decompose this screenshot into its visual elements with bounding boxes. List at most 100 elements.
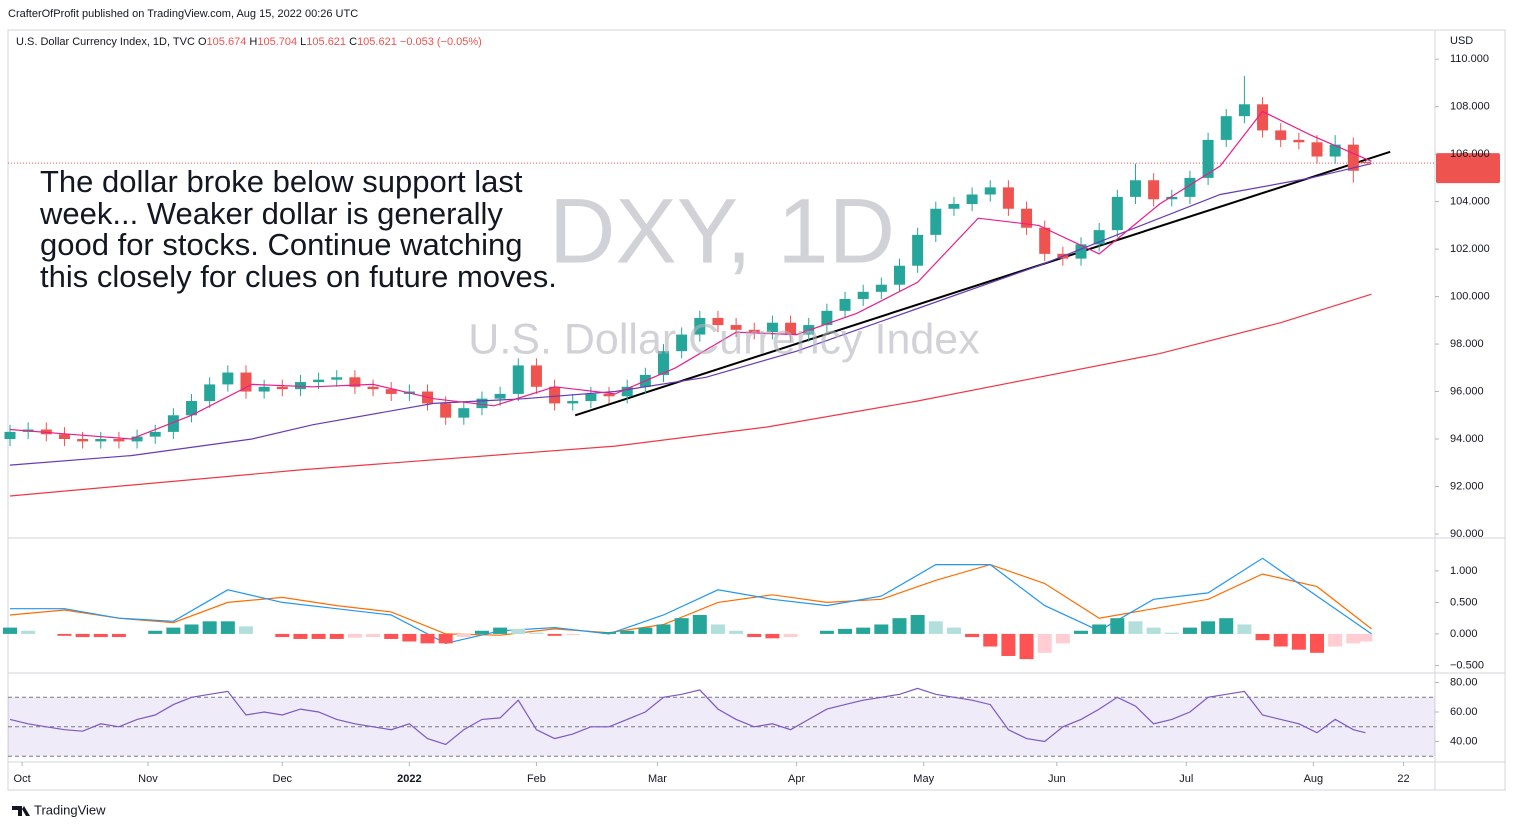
macd-histogram-bar <box>1037 633 1052 653</box>
macd-histogram-bar <box>1273 633 1288 647</box>
macd-histogram-bar <box>1001 633 1016 656</box>
macd-histogram-bar <box>366 633 381 638</box>
y-tick-label: 0.500 <box>1450 596 1478 608</box>
macd-histogram-bar <box>529 632 544 634</box>
rsi-band <box>8 697 1435 757</box>
currency: USD <box>1450 35 1473 47</box>
x-tick-label: Nov <box>138 773 158 785</box>
macd-histogram-bar <box>638 627 653 634</box>
y-tick-label: 106.000 <box>1450 148 1490 160</box>
macd-histogram-bar <box>1182 627 1197 634</box>
annotation-line: week... Weaker dollar is generally <box>39 196 503 231</box>
macd-histogram-bar <box>656 624 671 634</box>
legend-header: U.S. Dollar Currency Index, 1D, TVC O105… <box>16 36 482 48</box>
open-value: 105.674 <box>207 36 247 48</box>
y-tick-label: 110.000 <box>1450 53 1489 65</box>
macd-histogram-bar <box>347 633 362 638</box>
macd-histogram-bar <box>1110 618 1125 634</box>
macd-histogram-bar <box>1201 621 1216 634</box>
low-value: 105.621 <box>306 36 346 48</box>
macd-histogram-bar <box>184 624 199 634</box>
macd-histogram-bar <box>674 618 689 634</box>
x-tick-label: Oct <box>14 773 31 785</box>
y-tick-label: 102.000 <box>1450 243 1490 255</box>
macd-histogram-bar <box>547 633 562 636</box>
annotation-line: this closely for clues on future moves. <box>40 259 557 294</box>
y-tick-label: 92.000 <box>1450 480 1484 492</box>
x-tick-label: Jul <box>1179 773 1193 785</box>
x-tick-label: Dec <box>273 773 293 785</box>
macd-histogram-bar <box>511 628 526 634</box>
y-tick-label: 90.000 <box>1450 528 1484 540</box>
trendline <box>574 150 1391 417</box>
signal-line <box>9 563 1372 636</box>
y-tick-label: 80.00 <box>1450 676 1478 688</box>
macd-histogram-bar <box>384 633 399 639</box>
macd-histogram-bar <box>293 633 308 639</box>
macd-histogram-bar <box>57 633 72 636</box>
ohlc-label: L <box>300 36 306 48</box>
x-tick-label: 22 <box>1397 773 1409 785</box>
annotation-line: The dollar broke below support last <box>40 164 523 199</box>
macd-histogram-bar <box>238 626 253 634</box>
y-tick-label: 1.000 <box>1450 565 1478 577</box>
macd-histogram-bar <box>474 630 489 634</box>
macd-histogram-bar <box>747 633 762 638</box>
macd-histogram-bar <box>565 633 580 636</box>
price-tag <box>1436 153 1500 184</box>
macd-histogram-bar <box>275 633 290 638</box>
y-tick-label: 96.000 <box>1450 385 1484 397</box>
macd-histogram-bar <box>1128 621 1143 634</box>
macd-histogram-bar <box>710 624 725 634</box>
macd-histogram-bar <box>602 632 617 634</box>
macd-histogram-bar <box>166 627 181 634</box>
macd-histogram-bar <box>856 627 871 634</box>
y-tick-label: 60.00 <box>1450 706 1478 718</box>
brand-logo <box>12 806 30 816</box>
macd-histogram-bar <box>1310 633 1325 653</box>
y-tick-label: 104.000 <box>1450 196 1490 208</box>
macd-histogram-bar <box>311 633 326 639</box>
annotation-line: good for stocks. Continue watching <box>40 227 523 262</box>
ohlc-label: O <box>198 36 207 48</box>
macd-histogram-bar <box>1055 633 1070 644</box>
moving-average <box>9 110 1372 440</box>
macd-histogram-bar <box>456 633 471 638</box>
macd-histogram-bar <box>21 630 36 634</box>
moving-average <box>9 163 1372 466</box>
high-value: 105.704 <box>257 36 297 48</box>
macd-histogram-bar <box>75 633 90 638</box>
brand: TradingView <box>34 802 106 817</box>
x-tick-label: Aug <box>1304 773 1324 785</box>
macd-histogram-bar <box>2 627 17 634</box>
macd-histogram-bar <box>819 630 834 634</box>
macd-histogram-bar <box>946 627 961 634</box>
x-tick-label: Mar <box>648 773 667 785</box>
macd-histogram-bar <box>765 633 780 639</box>
macd-histogram-bar <box>1019 633 1034 660</box>
y-tick-label: 40.00 <box>1450 735 1478 747</box>
ohlc-label: H <box>249 36 257 48</box>
macd-histogram-bar <box>1255 633 1270 641</box>
macd-histogram-bar <box>220 621 235 634</box>
background-layer <box>8 58 1439 766</box>
watermark-subtitle: U.S. Dollar Currency Index <box>468 315 980 363</box>
macd-histogram-bar <box>202 621 217 634</box>
macd-histogram-bar <box>983 633 998 647</box>
y-tick-label: 108.000 <box>1450 101 1490 113</box>
macd-histogram-bar <box>438 633 453 644</box>
macd-histogram-bar <box>965 633 980 638</box>
macd-histogram-bar <box>420 633 435 644</box>
x-tick-label: May <box>913 773 934 785</box>
macd-histogram-bar <box>1328 633 1343 647</box>
macd-histogram-bar <box>402 633 417 642</box>
macd-histogram-bar <box>892 618 907 634</box>
macd-histogram-bar <box>783 633 798 638</box>
macd-histogram-bar <box>329 633 344 639</box>
y-tick-label: 0.000 <box>1450 628 1478 640</box>
y-tick-label: 94.000 <box>1450 433 1484 445</box>
x-tick-label: Apr <box>788 773 805 785</box>
macd-histogram-bar <box>1092 624 1107 634</box>
